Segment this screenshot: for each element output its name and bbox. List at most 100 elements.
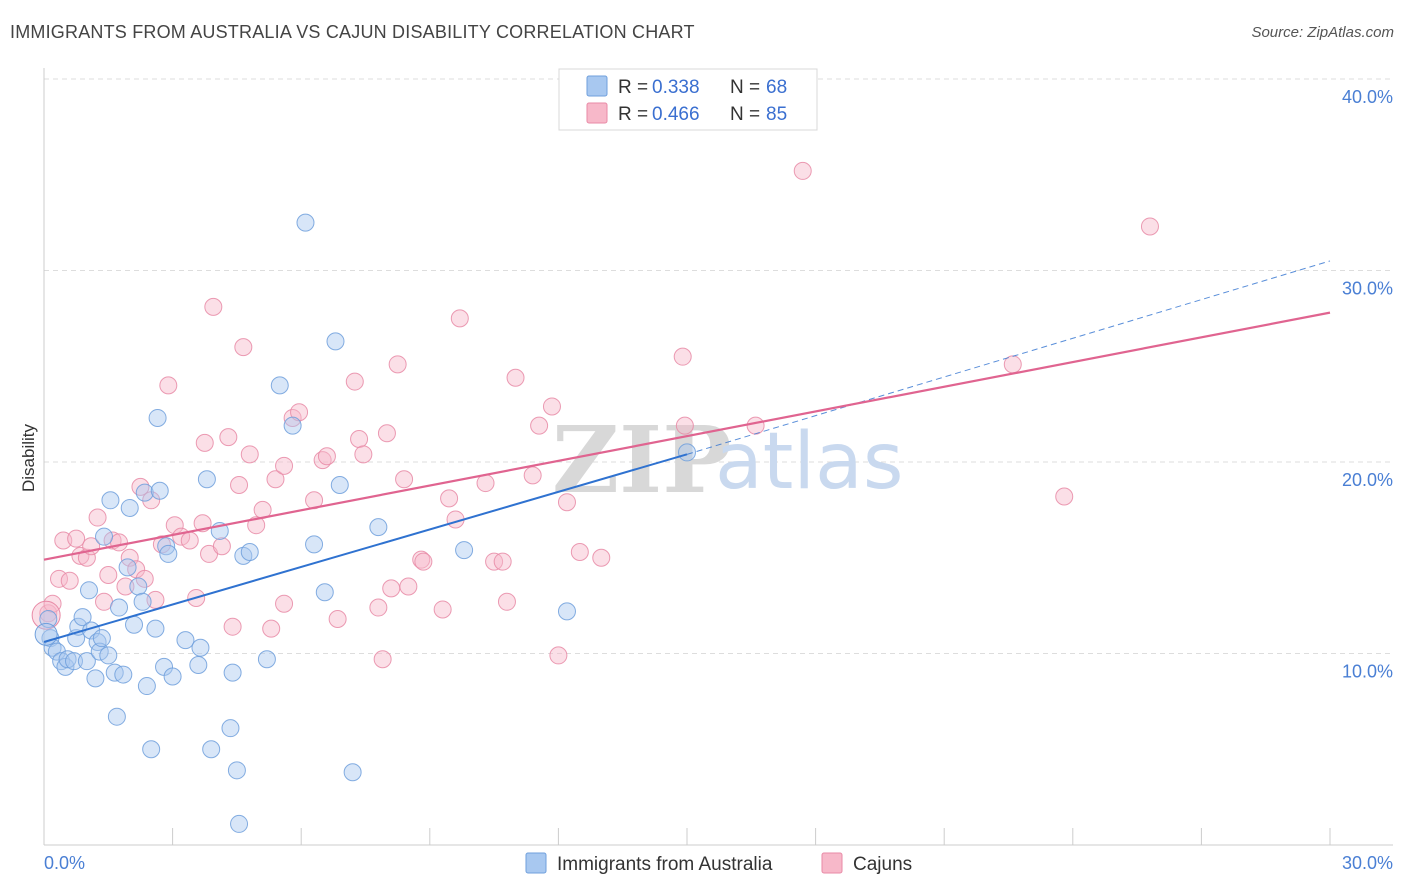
legend-n-label-australia: N = <box>730 77 760 98</box>
cajuns-point-14 <box>116 577 135 596</box>
australia-point-64 <box>678 443 696 462</box>
cajuns-point-75 <box>570 543 589 562</box>
australia-point-37 <box>157 537 176 556</box>
cajuns-point-37 <box>247 516 266 535</box>
legend-r-value-cajuns: 0.466 <box>652 104 700 125</box>
australia-point-33 <box>146 619 165 638</box>
australia-point-29 <box>133 592 152 611</box>
australia-point-43 <box>197 470 216 489</box>
legend-n-label-cajuns: N = <box>730 104 760 125</box>
gridlines <box>44 78 1393 654</box>
y-axis-label: Disability <box>19 423 38 492</box>
y-tick-label-2: 30.0% <box>1342 279 1393 299</box>
legend: R = 0.338 N = 68 R = 0.466 N = 85 <box>558 68 818 131</box>
cajuns-point-60 <box>414 552 433 571</box>
australia-point-5 <box>56 657 75 676</box>
australia-trend-line <box>43 453 688 643</box>
cajuns-point-77 <box>673 347 692 366</box>
chart-title: IMMIGRANTS FROM AUSTRALIA VS CAJUN DISAB… <box>10 22 695 42</box>
bottom-legend-label-australia: Immigrants from Australia <box>557 854 773 875</box>
legend-n-value-australia: 68 <box>766 77 787 98</box>
cajuns-point-74 <box>557 493 576 512</box>
australia-point-63 <box>557 602 576 621</box>
cajuns-point-83 <box>1140 217 1159 236</box>
cajuns-point-34 <box>230 475 249 494</box>
cajuns-point-57 <box>395 470 414 489</box>
cajuns-point-4 <box>60 571 79 590</box>
australia-point-22 <box>107 707 126 726</box>
cajuns-point-51 <box>354 445 373 464</box>
australia-point-6 <box>58 650 77 669</box>
cajuns-point-58 <box>399 577 418 596</box>
australia-point-12 <box>80 581 99 600</box>
australia-point-53 <box>270 376 289 395</box>
trend-lines <box>43 260 1331 643</box>
cajuns-point-80 <box>793 161 812 180</box>
cajuns-trend-line <box>43 311 1331 561</box>
australia-point-16 <box>90 642 109 661</box>
cajuns-point-40 <box>266 470 285 489</box>
cajuns-point-28 <box>195 433 214 452</box>
australia-point-30 <box>135 483 154 502</box>
australia-point-41 <box>189 655 208 674</box>
cajuns-point-22 <box>159 376 178 395</box>
cajuns-point-50 <box>350 430 369 449</box>
australia-point-35 <box>150 481 169 500</box>
watermark-atlas: atlas <box>715 417 904 507</box>
cajuns-point-71 <box>530 416 549 435</box>
cajuns-point-49 <box>345 372 364 391</box>
cajuns-point-10 <box>95 592 114 611</box>
cajuns-point-62 <box>440 489 459 508</box>
cajuns-point-53 <box>373 650 392 669</box>
legend-n-value-cajuns: 85 <box>766 104 787 125</box>
cajuns-point-0 <box>39 604 58 623</box>
bottom-legend: Immigrants from Australia Cajuns <box>525 852 912 875</box>
cajuns-point-13 <box>110 533 129 552</box>
cajuns-point-35 <box>234 338 253 357</box>
cajuns-point-72 <box>542 397 561 416</box>
legend-r-label-australia: R = <box>618 77 648 98</box>
cajuns-point-5 <box>67 529 86 548</box>
cajuns-point-54 <box>377 424 396 443</box>
cajuns-point-9 <box>88 508 107 527</box>
y-tick-label-1: 20.0% <box>1342 470 1393 490</box>
cajuns-point-32 <box>219 428 238 447</box>
australia-point-25 <box>118 558 137 577</box>
legend-swatch-cajuns <box>586 102 608 124</box>
cajuns-point-64 <box>450 309 469 328</box>
australia-point-52 <box>257 650 276 669</box>
cajuns-point-68 <box>497 592 516 611</box>
cajuns-point-36 <box>240 445 259 464</box>
cajuns-point-31 <box>212 537 231 556</box>
australia-point-24 <box>114 665 133 684</box>
cajuns-point-25 <box>180 531 199 550</box>
cajuns-point-82 <box>1055 487 1074 506</box>
cajuns-point-48 <box>328 610 347 629</box>
bottom-legend-label-cajuns: Cajuns <box>853 854 912 875</box>
australia-point-27 <box>125 615 144 634</box>
cajuns-point-65 <box>476 474 495 493</box>
australia-point-31 <box>137 677 156 696</box>
australia-point-26 <box>120 498 139 517</box>
watermark-zip: ZIP <box>552 406 731 514</box>
australia-point-14 <box>86 669 105 688</box>
legend-r-value-australia: 0.338 <box>652 77 700 98</box>
x-tick-labels: 0.0% 30.0% <box>44 853 1393 873</box>
x-tick-label-1: 30.0% <box>1342 853 1393 873</box>
source-label: Source: ZipAtlas.com <box>1251 24 1394 41</box>
cajuns-point-18 <box>135 569 154 588</box>
australia-point-7 <box>65 652 84 671</box>
axes <box>43 68 1393 846</box>
australia-point-61 <box>369 518 388 537</box>
australia-point-46 <box>221 719 240 738</box>
cajuns-point-52 <box>369 598 388 617</box>
cajuns-point-73 <box>549 646 568 665</box>
y-tick-label-3: 40.0% <box>1342 87 1393 107</box>
australia-point-23 <box>110 598 129 617</box>
cajuns-point-67 <box>493 552 512 571</box>
x-tick-label-0: 0.0% <box>44 853 85 873</box>
australia-point-59 <box>330 475 349 494</box>
australia-point-38 <box>159 544 178 563</box>
cajuns-point-42 <box>275 456 294 475</box>
